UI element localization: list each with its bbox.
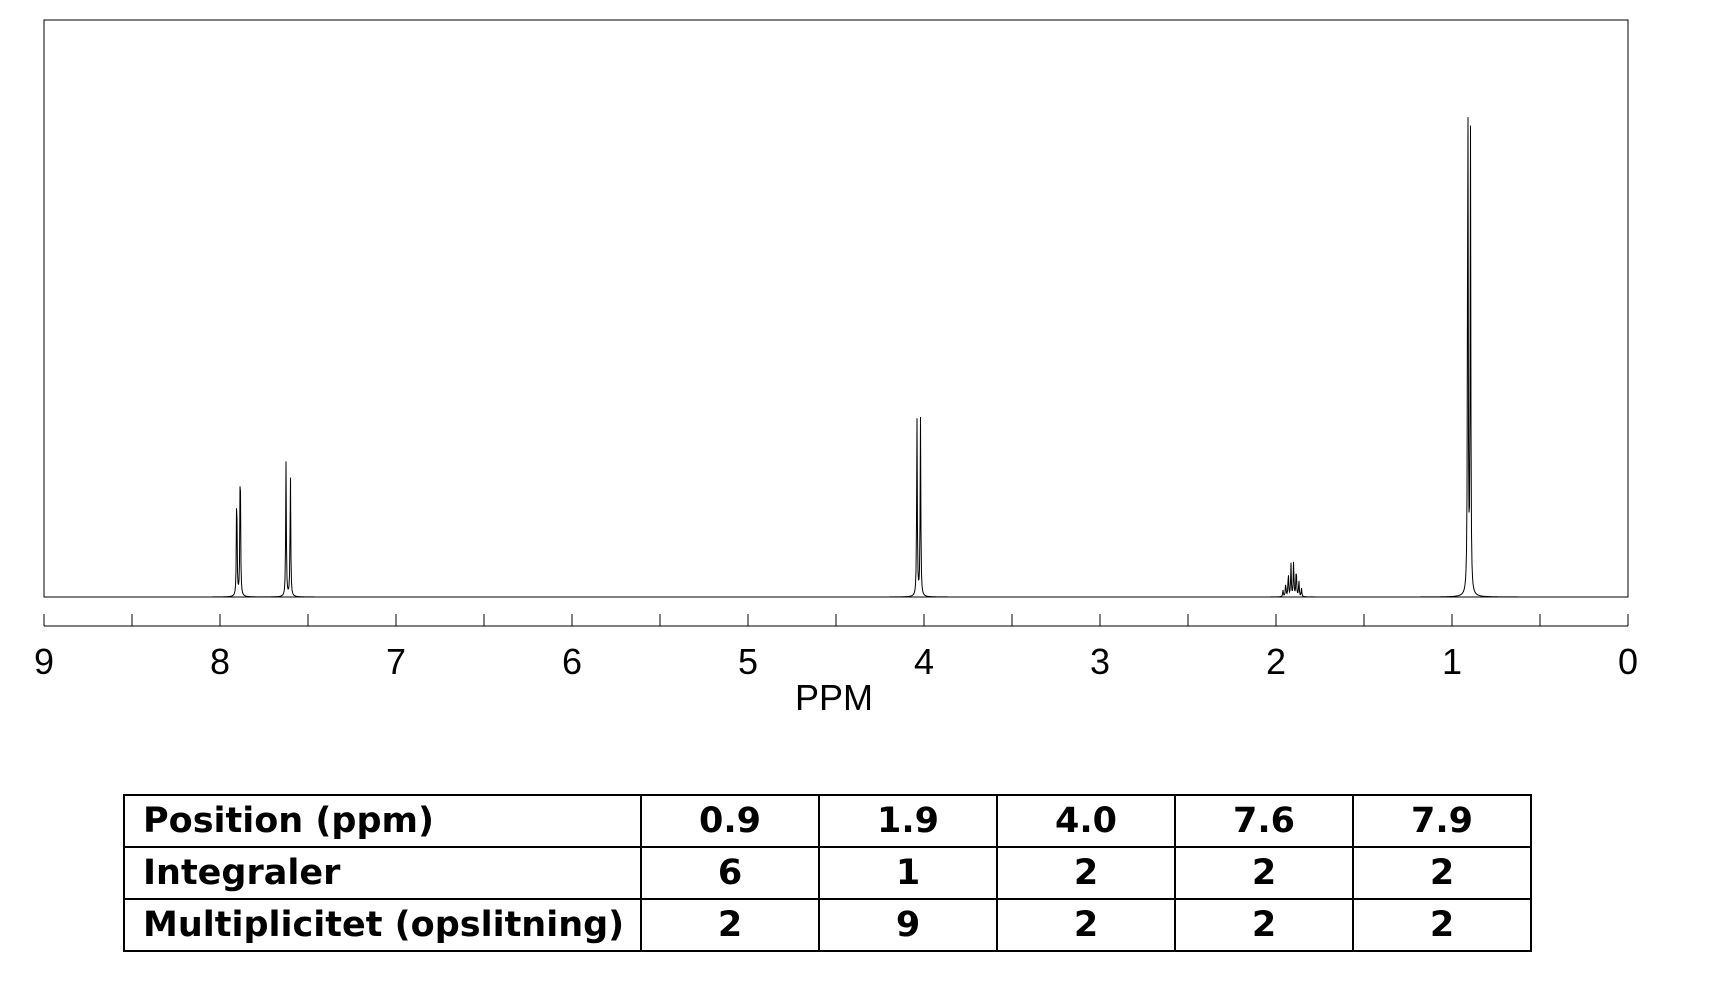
- row-label: Integraler: [123, 846, 642, 900]
- table-cell: 2: [640, 898, 820, 952]
- x-axis-ticks: [43, 614, 1629, 626]
- table-cell: 6: [640, 846, 820, 900]
- table-row: Multiplicitet (opslitning) 2 9 2 2 2: [123, 898, 1532, 952]
- x-tick-label: 5: [738, 641, 758, 682]
- table-cell: 1.9: [818, 794, 998, 848]
- table-cell: 2: [996, 846, 1176, 900]
- x-tick-label: 0: [1618, 641, 1638, 682]
- table-cell: 2: [1174, 846, 1354, 900]
- table-cell: 4.0: [996, 794, 1176, 848]
- x-axis-title: PPM: [795, 677, 873, 718]
- x-tick-label: 3: [1090, 641, 1110, 682]
- peak-table-body: Position (ppm) 0.9 1.9 4.0 7.6 7.9 Integraler 6…: [123, 794, 1532, 952]
- x-tick-label: 2: [1266, 641, 1286, 682]
- nmr-spectrum-chart: 9 8 7 6 5 4 3 2 1 0 PPM: [34, 19, 1638, 718]
- table-cell: 1: [818, 846, 998, 900]
- table-cell: 9: [818, 898, 998, 952]
- x-tick-label: 4: [914, 641, 934, 682]
- x-tick-label: 8: [210, 641, 230, 682]
- row-label: Multiplicitet (opslitning): [123, 898, 642, 952]
- x-axis-tick-labels: 9 8 7 6 5 4 3 2 1 0: [34, 641, 1638, 682]
- x-tick-label: 1: [1442, 641, 1462, 682]
- x-tick-label: 6: [562, 641, 582, 682]
- table-cell: 2: [1352, 846, 1532, 900]
- table-cell: 0.9: [640, 794, 820, 848]
- table-cell: 7.9: [1352, 794, 1532, 848]
- plot-frame: [43, 19, 1629, 598]
- row-label: Position (ppm): [123, 794, 642, 848]
- table-row: Position (ppm) 0.9 1.9 4.0 7.6 7.9: [123, 794, 1532, 848]
- x-tick-label: 7: [386, 641, 406, 682]
- table-cell: 2: [1174, 898, 1354, 952]
- x-tick-label: 9: [34, 641, 54, 682]
- table-cell: 2: [1352, 898, 1532, 952]
- spectrum-trace: [44, 117, 1628, 598]
- table-cell: 2: [996, 898, 1176, 952]
- table-cell: 7.6: [1174, 794, 1354, 848]
- peak-table: Position (ppm) 0.9 1.9 4.0 7.6 7.9 Integraler 6…: [123, 794, 1532, 952]
- table-row: Integraler 6 1 2 2 2: [123, 846, 1532, 900]
